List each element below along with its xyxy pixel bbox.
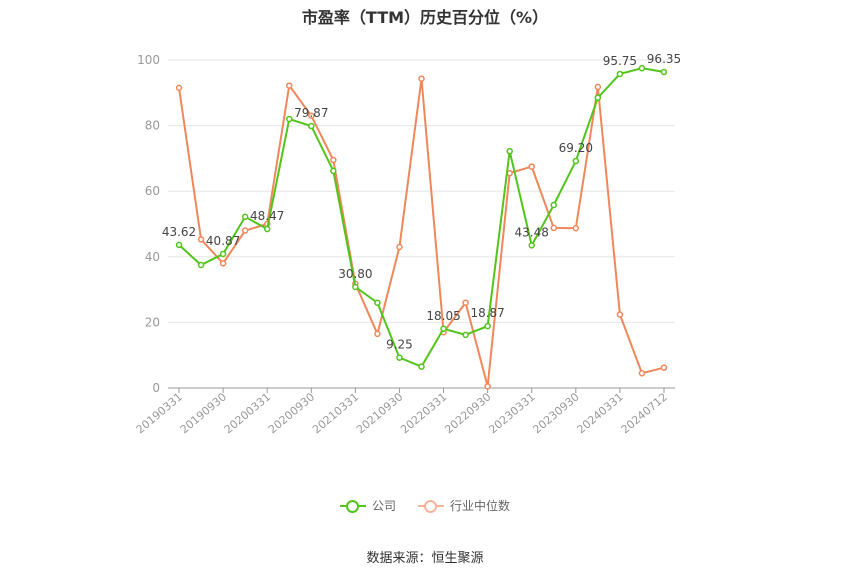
data-point-industry: [418, 75, 425, 82]
chart-title: 市盈率（TTM）历史百分位（%）: [301, 8, 549, 27]
legend-label-industry: 行业中位数: [450, 499, 511, 513]
data-label: 95.75: [603, 54, 637, 68]
legend-label-company: 公司: [371, 499, 396, 513]
data-point-industry: [550, 224, 558, 232]
data-point-company: [572, 157, 580, 165]
data-label: 96.35: [647, 52, 681, 66]
legend-swatch-industry: [418, 499, 444, 513]
series-line-industry: [178, 78, 665, 387]
data-point-industry: [197, 236, 205, 243]
x-tick-label: 20220930: [442, 390, 493, 436]
data-point-industry: [175, 84, 183, 92]
x-tick-label: 20220331: [398, 390, 449, 436]
data-point-company: [285, 115, 293, 123]
chart-plot: 0 20 40 60 80 100 2019033120190930202003312020…: [134, 52, 681, 436]
data-point-company: [175, 241, 183, 249]
x-tick-label: 20190930: [178, 390, 229, 436]
data-point-company: [462, 331, 469, 339]
data-label: 48.47: [250, 209, 284, 223]
y-tick-label: 0: [152, 381, 160, 395]
data-point-company: [396, 354, 403, 361]
data-label: 79.87: [294, 106, 328, 120]
y-tick-label: 60: [145, 184, 160, 198]
data-point-company: [197, 261, 205, 269]
data-point-company: [440, 325, 447, 333]
data-source: 数据来源：恒生聚源: [366, 551, 484, 566]
data-point-company: [219, 250, 227, 258]
data-point-company: [594, 94, 602, 101]
x-tick-label: 20210331: [310, 390, 361, 436]
data-point-industry: [660, 364, 668, 371]
y-tick-label: 40: [145, 250, 160, 264]
data-point-industry: [219, 260, 227, 267]
data-label: 69.20: [559, 141, 593, 155]
y-tick-label: 100: [137, 53, 160, 67]
data-point-company: [528, 242, 535, 249]
x-tick-label: 20200331: [222, 390, 273, 436]
data-label: 43.62: [162, 225, 196, 239]
data-point-industry: [616, 311, 624, 318]
data-point-company: [484, 322, 491, 330]
x-tick-label: 20200930: [266, 390, 317, 436]
x-tick-label: 20230930: [530, 390, 581, 436]
data-point-industry: [594, 83, 602, 91]
y-tick-label: 20: [145, 315, 160, 329]
data-point-industry: [462, 299, 469, 306]
data-point-company: [374, 299, 381, 306]
data-label: 40.87: [206, 234, 240, 248]
y-tick-label: 80: [145, 119, 160, 133]
data-point-company: [418, 363, 425, 370]
data-point-company: [352, 283, 359, 291]
x-tick-label: 20230331: [486, 390, 537, 436]
data-point-company: [550, 201, 558, 209]
data-point-industry: [572, 225, 580, 232]
data-label: 30.80: [338, 267, 372, 281]
chart-legend: 公司 行业中位数: [0, 497, 850, 514]
data-point-industry: [528, 163, 535, 170]
x-tick-label: 20240712: [619, 390, 670, 436]
data-point-company: [638, 64, 646, 72]
data-point-industry: [241, 227, 249, 234]
data-point-industry: [638, 369, 646, 377]
legend-swatch-company: [339, 499, 366, 513]
data-label: 18.05: [426, 309, 460, 323]
data-label: 18.87: [470, 306, 504, 320]
data-point-company: [263, 225, 271, 233]
data-point-industry: [396, 243, 403, 251]
data-label: 9.25: [386, 338, 413, 352]
data-label: 43.48: [515, 225, 549, 239]
data-point-industry: [285, 82, 293, 89]
data-point-industry: [374, 330, 381, 338]
legend-item-industry[interactable]: 行业中位数: [418, 497, 510, 514]
data-point-industry: [308, 112, 315, 120]
data-point-company: [308, 122, 315, 130]
x-tick-label: 20210930: [354, 390, 405, 436]
data-point-company: [616, 70, 624, 78]
data-point-company: [660, 68, 668, 76]
data-point-industry: [330, 156, 337, 164]
legend-item-company[interactable]: 公司: [339, 497, 396, 514]
data-point-industry: [484, 383, 491, 390]
data-point-company: [330, 167, 337, 175]
data-point-company: [241, 213, 249, 221]
data-point-company: [506, 147, 513, 155]
x-tick-label: 20190331: [134, 390, 185, 436]
x-tick-label: 20240331: [575, 390, 626, 436]
